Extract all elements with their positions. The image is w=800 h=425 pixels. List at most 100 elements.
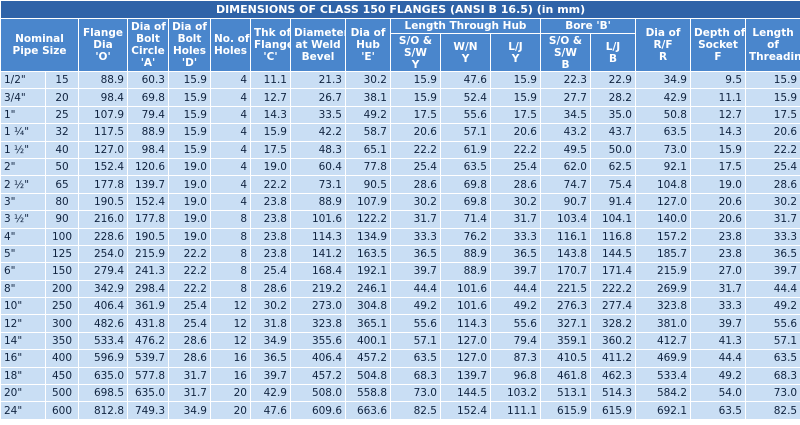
cell: 18" xyxy=(0,366,46,386)
table-head: DIMENSIONS OF CLASS 150 FLANGES (ANSI B … xyxy=(0,0,800,72)
header-line: L/J xyxy=(605,40,621,53)
cell: 88.9 xyxy=(127,123,169,142)
cell: 15.9 xyxy=(168,88,211,107)
cell: 71.4 xyxy=(440,210,491,229)
cell: 14.3 xyxy=(690,123,746,142)
column-header: Nominal Pipe Size xyxy=(0,18,79,72)
cell: 16 xyxy=(210,349,251,368)
cell: 55.6 xyxy=(440,105,491,125)
column-header: Diameter at Weld Bevel xyxy=(290,18,346,72)
cell: 406.4 xyxy=(78,297,128,316)
cell: 20.6 xyxy=(690,192,746,212)
cell: 20 xyxy=(210,401,251,420)
cell: 177.8 xyxy=(127,210,169,229)
cell: 254.0 xyxy=(78,244,128,264)
cell: 457.2 xyxy=(290,366,346,386)
cell: 77.8 xyxy=(345,157,391,177)
cell: 411.2 xyxy=(590,349,636,368)
cell: 47.6 xyxy=(250,401,291,420)
cell: 508.0 xyxy=(290,384,346,403)
cell: 73.0 xyxy=(744,384,800,403)
cell: 246.1 xyxy=(345,279,391,299)
cell: 228.6 xyxy=(78,227,128,246)
cell: 69.8 xyxy=(440,175,491,194)
cell: 22.2 xyxy=(168,244,211,264)
cell: 168.4 xyxy=(290,262,346,281)
header-line: Y xyxy=(411,58,420,71)
cell: 152.4 xyxy=(78,157,128,177)
cell: 27.0 xyxy=(690,262,746,281)
cell: 596.9 xyxy=(78,349,128,368)
header-line: No. of xyxy=(214,33,250,45)
cell: 577.8 xyxy=(127,366,169,386)
cell: 34.5 xyxy=(540,105,591,125)
header-line: Flange xyxy=(254,39,291,51)
cell: 33.3 xyxy=(744,227,800,246)
cell: 298.4 xyxy=(127,279,169,299)
cell: 269.9 xyxy=(635,279,691,299)
cell: 20" xyxy=(0,384,46,403)
cell: 171.4 xyxy=(590,262,636,281)
cell: 241.3 xyxy=(127,262,169,281)
cell: 304.8 xyxy=(345,297,391,316)
cell: 12.7 xyxy=(250,88,291,107)
cell: 15.9 xyxy=(168,70,211,90)
cell: 15.9 xyxy=(390,88,441,107)
header-line: Dia of xyxy=(350,27,386,39)
cell: 15.9 xyxy=(690,140,746,159)
cell: 400.1 xyxy=(345,331,391,351)
cell: 19.0 xyxy=(250,157,291,177)
header-line: Dia of xyxy=(172,21,207,33)
cell: 635.0 xyxy=(78,366,128,386)
cell: 14" xyxy=(0,331,46,351)
header-line: Length xyxy=(752,27,794,39)
cell: 60.4 xyxy=(290,157,346,177)
cell: 44.4 xyxy=(690,349,746,368)
header-line: Threading xyxy=(749,51,800,63)
cell: 127.0 xyxy=(440,331,491,351)
header-line: 'O' xyxy=(95,51,111,63)
cell: 412.7 xyxy=(635,331,691,351)
header-line: 'E' xyxy=(361,51,375,63)
data-row: 20" 500 698.5 635.0 31.7 20 42.9 508.0 558.8 73.0… xyxy=(0,384,800,403)
header-line: Holes xyxy=(214,45,247,57)
cell: 15.9 xyxy=(390,70,441,90)
cell: 635.0 xyxy=(127,384,169,403)
cell: 90 xyxy=(45,210,79,229)
cell: 361.9 xyxy=(127,297,169,316)
column-header: Length Through Hub xyxy=(390,17,541,35)
cell: 90.7 xyxy=(540,192,591,212)
cell: 40 xyxy=(45,140,79,159)
cell: 16" xyxy=(0,349,46,368)
header-line: L/J xyxy=(508,40,523,53)
cell: 42.9 xyxy=(250,384,291,403)
cell: 101.6 xyxy=(440,297,491,316)
header-line: 'A' xyxy=(140,57,156,69)
header-line: F xyxy=(714,51,722,63)
cell: 65 xyxy=(45,175,79,194)
cell: 10" xyxy=(0,297,46,316)
cell: 14.3 xyxy=(250,105,291,125)
data-row: 16" 400 596.9 539.7 28.6 16 36.5 406.4 457.2 63.5… xyxy=(0,349,800,368)
cell: 39.7 xyxy=(690,314,746,333)
cell: 35.0 xyxy=(590,105,636,125)
cell: 25.4 xyxy=(390,157,441,177)
cell: 63.5 xyxy=(690,401,746,420)
header-line: R/F xyxy=(653,39,673,51)
cell: 75.4 xyxy=(590,175,636,194)
header-line: Holes xyxy=(173,45,206,57)
cell: 44.4 xyxy=(744,279,800,299)
table-title: DIMENSIONS OF CLASS 150 FLANGES (ANSI B … xyxy=(0,0,800,19)
data-row: 8" 200 342.9 298.4 22.2 8 28.6 219.2 246.1 44.4 10… xyxy=(0,279,800,299)
cell: 103.4 xyxy=(540,210,591,229)
cell: 3" xyxy=(0,192,46,212)
cell: 222.2 xyxy=(590,279,636,299)
cell: 469.9 xyxy=(635,349,691,368)
cell: 22.9 xyxy=(590,70,636,90)
cell: 69.8 xyxy=(440,192,491,212)
cell: 812.8 xyxy=(78,401,128,420)
cell: 20.6 xyxy=(490,123,541,142)
cell: 20.6 xyxy=(690,210,746,229)
cell: 117.5 xyxy=(78,123,128,142)
